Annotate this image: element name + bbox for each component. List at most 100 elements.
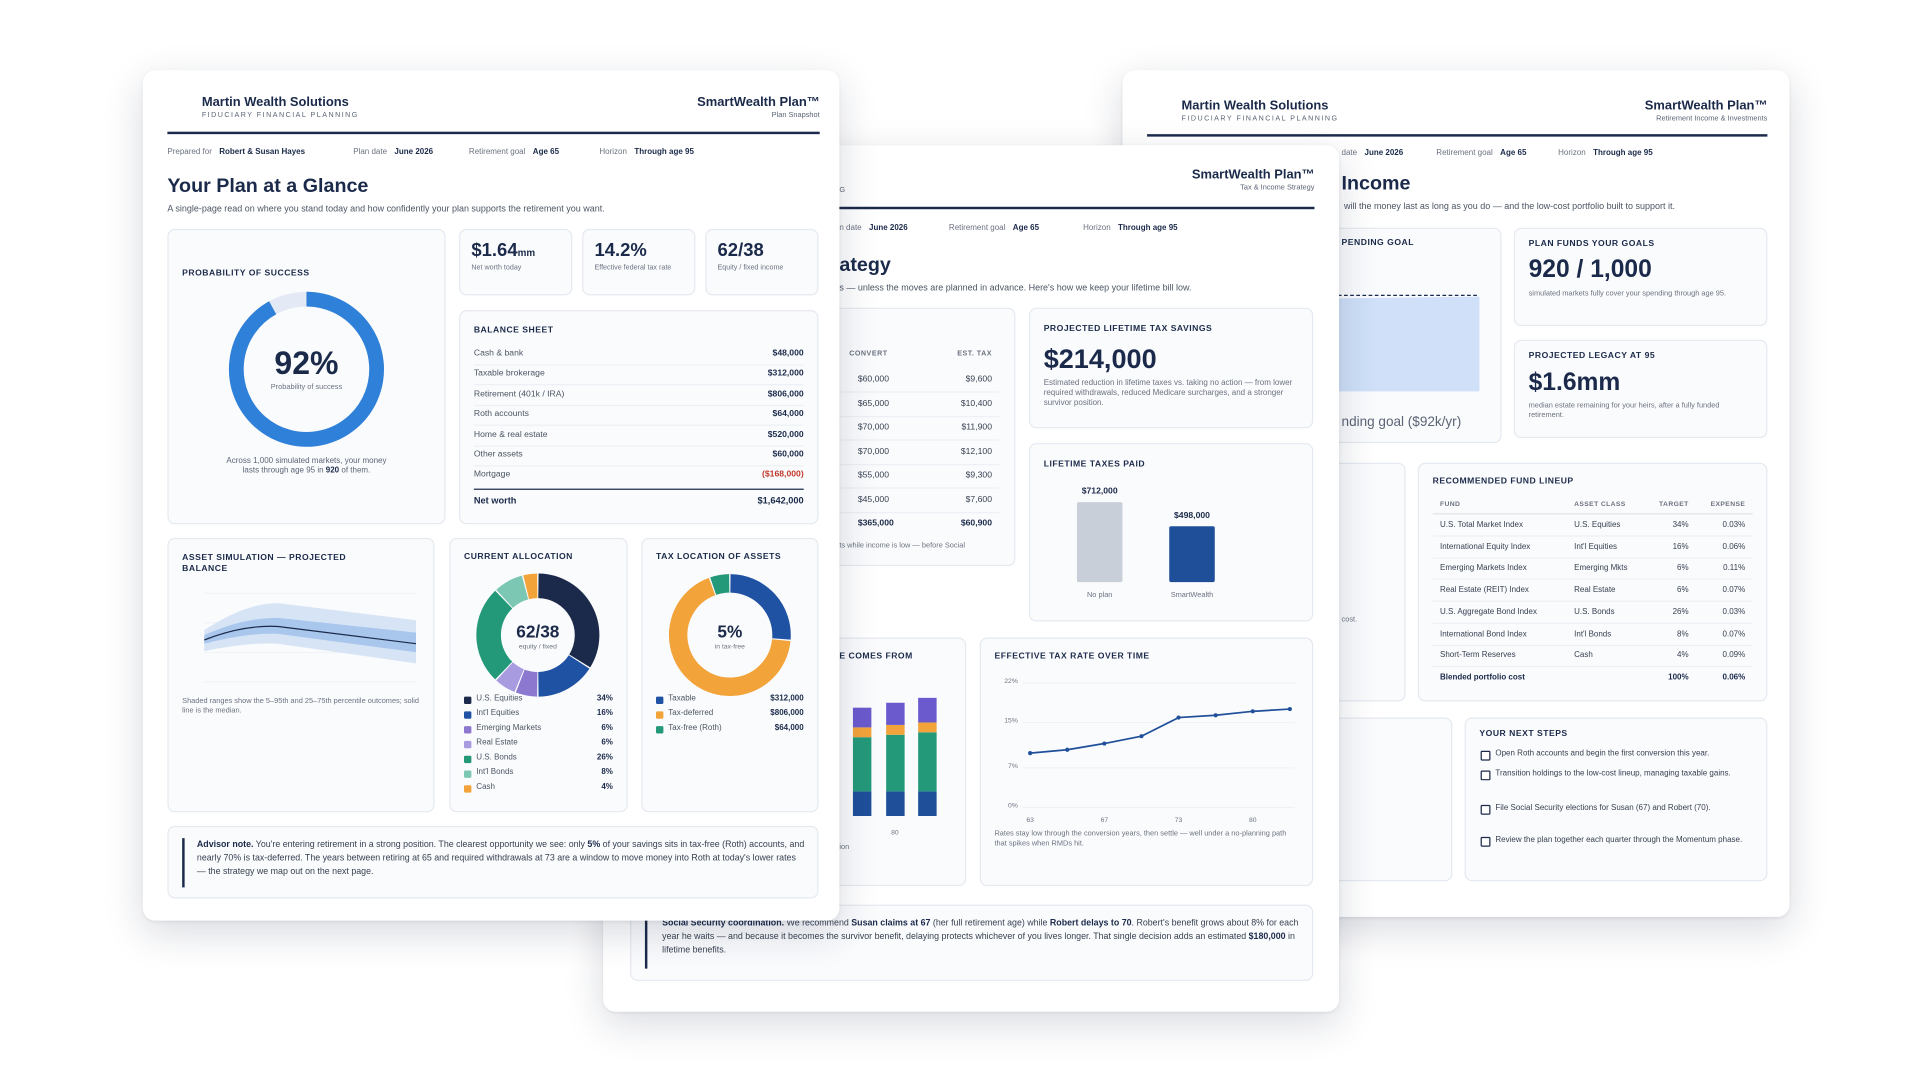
- table-cell: 8%: [1677, 629, 1689, 639]
- x-tick-label: 73: [1174, 817, 1183, 825]
- table-cell: 0.07%: [1722, 629, 1746, 639]
- legend-value: 26%: [596, 753, 613, 762]
- divider: [1147, 134, 1768, 137]
- card-title: E COMES FROM: [839, 652, 913, 661]
- step-text: Review the plan together each quarter th…: [1495, 835, 1743, 845]
- graphics: [852, 502, 1295, 816]
- median-line: [204, 625, 417, 645]
- stat-value: $1.6mm: [1528, 369, 1621, 397]
- divider: [839, 511, 1000, 513]
- bar-category-label: No plan: [1086, 591, 1113, 600]
- kpi-value: $1.64mm: [471, 240, 535, 261]
- table-cell: $70,000: [857, 423, 889, 432]
- kpi-value: 62/38: [718, 240, 764, 261]
- card: [1417, 462, 1768, 702]
- donut-center: 62/38: [516, 621, 560, 642]
- table-cell: 0.06%: [1722, 542, 1746, 551]
- kpi-label: Net worth today: [471, 264, 522, 272]
- legend-value: 16%: [596, 708, 613, 718]
- card-title: PROJECTED LEGACY AT 95: [1528, 351, 1656, 361]
- legend-swatch: [655, 695, 664, 704]
- kpi-label: Equity / fixed income: [717, 264, 784, 272]
- document-name: Tax & Income Strategy: [1240, 184, 1315, 192]
- card: [1028, 307, 1314, 429]
- donut-center: 5%: [717, 621, 743, 642]
- kpi-number: 62/38: [717, 239, 764, 261]
- legend-value: $806,000: [770, 708, 804, 718]
- table-header: TARGET: [1659, 500, 1689, 509]
- row-value: ($168,000): [762, 470, 804, 480]
- divider: [630, 206, 1315, 210]
- note-fragment: cost.: [1341, 616, 1358, 624]
- legend-label: U.S. Bonds: [476, 753, 517, 762]
- divider: [644, 916, 648, 969]
- table-header: ASSET CLASS: [1574, 500, 1626, 509]
- card: [167, 537, 435, 813]
- table-cell: 6%: [1677, 564, 1689, 573]
- donut-segment: [496, 661, 525, 693]
- row-label: Home & real estate: [473, 430, 548, 439]
- table-total: 100%: [1668, 673, 1689, 682]
- stacked-segment: [886, 724, 905, 735]
- card: [705, 228, 819, 296]
- card-title: EFFECTIVE TAX RATE OVER TIME: [994, 652, 1150, 661]
- legend-swatch: [463, 740, 472, 748]
- stacked-segment: [852, 737, 872, 792]
- card-title: TAX LOCATION OF ASSETS: [655, 552, 782, 562]
- bar: [1169, 526, 1215, 583]
- stacked-segment: [918, 791, 937, 816]
- divider: [1432, 513, 1753, 515]
- table-cell: Int'l Bonds: [1574, 629, 1612, 639]
- card: [1464, 717, 1768, 882]
- legend-swatch: [463, 710, 472, 719]
- point: [1102, 741, 1107, 746]
- legend-label: Int'l Equities: [476, 708, 520, 718]
- stacked-segment: [852, 791, 872, 816]
- y-tick-label: 22%: [1004, 678, 1018, 686]
- savings-text: Estimated reduction in lifetime taxes vs…: [1043, 379, 1293, 408]
- point: [1213, 713, 1218, 718]
- success-value: 92%: [274, 344, 339, 382]
- checkbox[interactable]: [1480, 804, 1491, 815]
- stacked-segment: [852, 727, 872, 738]
- divider: [473, 424, 804, 427]
- total-value: $1,642,000: [757, 494, 804, 506]
- legend-label: Tax-deferred: [668, 708, 714, 718]
- divider: [839, 391, 1000, 393]
- card-title: PLAN FUNDS YOUR GOALS: [1528, 239, 1655, 249]
- divider: [1432, 644, 1753, 646]
- card: [641, 537, 819, 813]
- checkbox[interactable]: [1480, 836, 1491, 847]
- text-run: of them.: [339, 466, 371, 476]
- legend-label: Cash: [476, 782, 495, 792]
- legend-swatch: [655, 710, 664, 719]
- divider: [1432, 578, 1753, 581]
- advisor-note: Advisor note. You're entering retirement…: [197, 837, 806, 878]
- chart-note: ion: [839, 844, 850, 852]
- checkbox[interactable]: [1480, 750, 1491, 761]
- legend-value: 6%: [601, 723, 613, 733]
- product: SmartWealth Plan™: [697, 94, 820, 110]
- table-cell: $7,600: [965, 495, 992, 504]
- checkbox[interactable]: [1480, 770, 1491, 781]
- divider: [1432, 666, 1753, 668]
- card-title: PROJECTED LIFETIME TAX SAVINGS: [1043, 324, 1213, 334]
- donut-caption: equity / fixed: [518, 643, 557, 652]
- table-cell: $12,100: [960, 447, 992, 456]
- stat-text: median estate remaining for your heirs, …: [1528, 402, 1720, 420]
- row-label: Taxable brokerage: [473, 369, 545, 379]
- card: [1513, 227, 1768, 327]
- stacked-segment: [918, 697, 937, 723]
- chart-note: Shaded ranges show the 5–95th and 25–75t…: [182, 697, 420, 715]
- meta-item: Prepared for Robert & Susan Hayes: [167, 148, 305, 157]
- row-label: Cash & bank: [473, 349, 524, 359]
- stacked-segment: [918, 732, 937, 792]
- divider: [473, 445, 804, 447]
- kpi-number: 14.2%: [594, 239, 647, 261]
- table-total: Blended portfolio cost: [1439, 673, 1525, 682]
- stacked-segment: [852, 707, 872, 728]
- meta-value: June 2026: [394, 147, 434, 157]
- row-value: $60,000: [772, 450, 804, 460]
- donut-caption: in tax-free: [714, 643, 745, 652]
- card: [167, 228, 446, 525]
